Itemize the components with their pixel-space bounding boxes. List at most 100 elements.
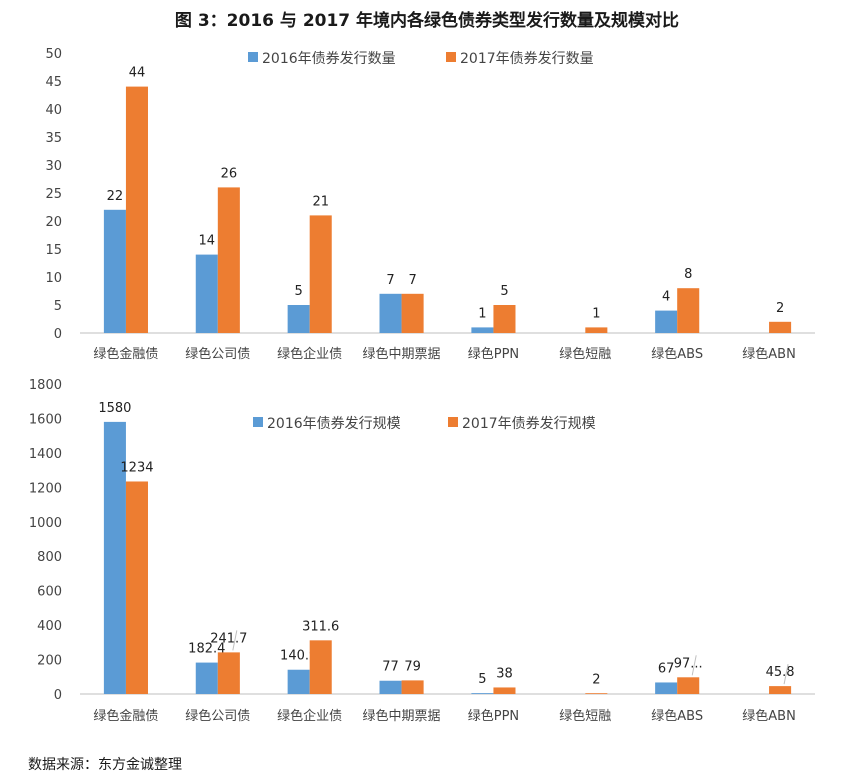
y-tick-label: 0 — [54, 327, 62, 342]
data-label: 1 — [592, 306, 600, 321]
bar — [309, 215, 332, 333]
legend-swatch — [448, 417, 458, 427]
data-label: 44 — [129, 66, 146, 81]
legend-swatch — [248, 52, 258, 62]
bar — [309, 640, 332, 694]
y-tick-label: 50 — [45, 47, 62, 62]
category-label: 绿色中期票据 — [363, 708, 441, 724]
y-tick-label: 40 — [45, 103, 62, 118]
bar — [585, 693, 608, 694]
category-label: 绿色金融债 — [93, 346, 158, 362]
legend-label: 2016年债券发行数量 — [262, 51, 396, 67]
y-tick-label: 1800 — [29, 378, 62, 393]
y-tick-label: 1600 — [29, 412, 62, 427]
bar — [195, 662, 218, 694]
legend-label: 2017年债券发行数量 — [460, 51, 594, 67]
data-label: 241.7 — [210, 631, 247, 646]
data-label: 45.8 — [766, 665, 795, 680]
data-label: 311.6 — [302, 619, 339, 634]
bar — [471, 693, 494, 694]
y-tick-label: 10 — [45, 271, 62, 286]
data-label: 97... — [674, 656, 703, 671]
y-tick-label: 1200 — [29, 481, 62, 496]
legend-swatch — [446, 52, 456, 62]
y-tick-label: 200 — [37, 654, 62, 669]
bar — [471, 327, 494, 333]
bar — [677, 288, 700, 333]
bar — [287, 669, 310, 694]
bar — [585, 327, 608, 333]
data-label: 14 — [199, 234, 216, 249]
y-tick-label: 25 — [45, 187, 62, 202]
y-tick-label: 20 — [45, 215, 62, 230]
bar — [493, 305, 516, 333]
legend-swatch — [253, 417, 263, 427]
bar — [379, 680, 402, 694]
data-label: 2 — [592, 673, 600, 688]
bar — [217, 652, 240, 694]
data-label: 5 — [478, 672, 486, 687]
category-label: 绿色企业债 — [277, 346, 342, 362]
bar — [103, 209, 126, 333]
data-label: 1580 — [98, 401, 131, 416]
data-label: 26 — [221, 166, 238, 181]
legend-label: 2016年债券发行规模 — [267, 416, 401, 432]
data-label: 21 — [312, 194, 329, 209]
category-label: 绿色ABS — [651, 346, 703, 362]
bar — [493, 687, 516, 694]
y-tick-label: 400 — [37, 619, 62, 634]
data-label: 1 — [478, 306, 486, 321]
y-tick-label: 1000 — [29, 516, 62, 531]
bar — [655, 310, 678, 333]
figure-title: 图 3：2016 与 2017 年境内各绿色债券类型发行数量及规模对比 — [174, 11, 680, 31]
data-label: 4 — [662, 290, 670, 305]
bar — [195, 254, 218, 333]
data-label: 140.9 — [280, 649, 317, 664]
label-leader-line — [232, 630, 238, 651]
bar — [379, 293, 402, 333]
data-label: 182.4 — [188, 642, 225, 657]
chart-issuance-scale: 0 200 400 600 800 1000 1200 1400 1600 1800 1580 123… — [29, 378, 815, 724]
data-label: 8 — [684, 267, 692, 282]
data-label: 79 — [404, 659, 421, 674]
data-label: 1234 — [120, 460, 153, 475]
y-tick-label: 45 — [45, 75, 62, 90]
bar — [769, 686, 792, 694]
category-label: 绿色ABN — [742, 708, 796, 724]
category-label: 绿色短融 — [559, 346, 611, 362]
label-leader-line — [691, 655, 697, 676]
data-label: 77 — [382, 660, 399, 675]
category-label: 绿色PPN — [468, 346, 519, 362]
category-label: 绿色ABN — [742, 346, 796, 362]
category-label: 绿色PPN — [468, 708, 519, 724]
bar — [655, 682, 678, 694]
data-label: 67 — [658, 661, 675, 676]
y-tick-label: 15 — [45, 243, 62, 258]
bar — [217, 187, 240, 333]
y-tick-label: 35 — [45, 131, 62, 146]
category-label: 绿色中期票据 — [363, 346, 441, 362]
category-label: 绿色企业债 — [277, 708, 342, 724]
category-label: 绿色公司债 — [185, 346, 250, 362]
category-label: 绿色公司债 — [185, 708, 250, 724]
data-label: 7 — [386, 273, 394, 288]
y-tick-label: 1400 — [29, 447, 62, 462]
bar — [401, 293, 424, 333]
data-label: 2 — [776, 301, 784, 316]
category-label: 绿色ABS — [651, 708, 703, 724]
y-tick-label: 30 — [45, 159, 62, 174]
bar — [769, 321, 792, 333]
bar — [125, 86, 148, 333]
bar — [677, 677, 700, 694]
data-label: 7 — [408, 273, 416, 288]
bar — [125, 481, 148, 694]
y-tick-label: 0 — [54, 688, 62, 703]
legend-label: 2017年债券发行规模 — [462, 416, 596, 432]
data-label: 5 — [500, 284, 508, 299]
data-label: 22 — [107, 189, 124, 204]
y-tick-label: 800 — [37, 550, 62, 565]
category-label: 绿色短融 — [559, 708, 611, 724]
y-tick-label: 5 — [54, 299, 62, 314]
y-tick-label: 600 — [37, 585, 62, 600]
